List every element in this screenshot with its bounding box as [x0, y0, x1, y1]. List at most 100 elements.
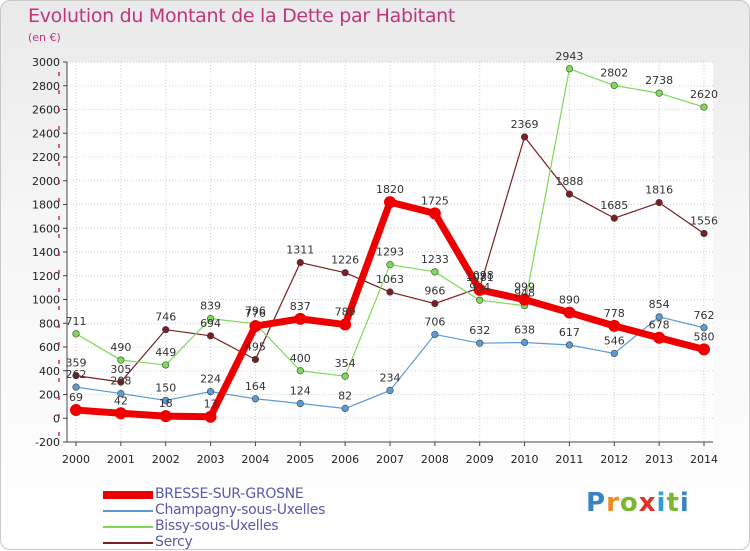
legend-label: BRESSE-SUR-GROSNE — [155, 486, 304, 502]
y-tick-label: 600 — [39, 341, 60, 354]
x-tick-label: 2006 — [331, 453, 359, 466]
y-tick-label: 400 — [39, 365, 60, 378]
y-tick-label: 2600 — [32, 104, 60, 117]
y-tick-label: 1800 — [32, 199, 60, 212]
data-point-3 — [565, 65, 574, 73]
x-tick-label: 2005 — [286, 453, 314, 466]
data-label: 124 — [290, 385, 311, 398]
data-label: 678 — [649, 319, 670, 332]
data-point-1 — [428, 207, 441, 220]
data-point-3 — [655, 89, 663, 97]
data-label: 490 — [110, 341, 131, 354]
data-point-1 — [698, 343, 710, 356]
x-tick-label: 2009 — [466, 453, 494, 466]
data-point-3 — [700, 103, 708, 111]
series-lines — [70, 65, 710, 423]
data-label: 495 — [245, 340, 266, 353]
data-point-3 — [72, 330, 80, 338]
data-point-4 — [251, 355, 260, 364]
x-tick-label: 2013 — [645, 453, 673, 466]
data-point-2 — [296, 399, 304, 408]
data-label: 1556 — [690, 214, 718, 227]
data-point-3 — [162, 361, 170, 369]
data-point-2 — [655, 313, 663, 321]
legend-label: Sercy — [155, 534, 193, 550]
data-point-2 — [700, 324, 708, 332]
data-label: 839 — [200, 300, 221, 313]
y-tick-label: 1200 — [32, 270, 60, 283]
data-point-4 — [72, 372, 80, 380]
data-point-3 — [431, 268, 439, 276]
legend-swatch — [103, 510, 153, 512]
y-tick-label: 2400 — [32, 127, 60, 140]
data-point-3 — [476, 296, 484, 304]
proxiti-logo: Proxiti — [586, 488, 690, 518]
data-point-1 — [339, 318, 352, 331]
data-point-1 — [249, 320, 262, 333]
data-label: 1063 — [376, 273, 404, 286]
data-label: 632 — [469, 324, 490, 337]
data-label: 354 — [335, 357, 356, 370]
data-label: 854 — [649, 298, 670, 311]
data-point-4 — [206, 332, 215, 340]
data-label: 1293 — [376, 246, 404, 259]
data-label: 305 — [110, 363, 131, 376]
data-label: 1098 — [466, 269, 494, 282]
data-point-1 — [608, 319, 621, 332]
data-label: 18 — [159, 397, 173, 410]
data-label: 746 — [155, 311, 176, 324]
data-point-4 — [655, 199, 663, 207]
data-label: 150 — [155, 381, 176, 394]
data-label: 449 — [155, 346, 176, 359]
data-point-1 — [159, 410, 172, 423]
x-tick-label: 2008 — [421, 453, 449, 466]
data-point-4 — [386, 288, 394, 296]
data-point-1 — [114, 407, 127, 420]
y-tick-label: 2000 — [32, 175, 60, 188]
data-point-1 — [294, 312, 307, 325]
data-label: 1816 — [645, 184, 673, 197]
data-point-2 — [386, 386, 394, 395]
data-label: 580 — [694, 330, 715, 343]
data-label: 2620 — [690, 88, 718, 101]
y-tick-label: -200 — [35, 436, 60, 449]
data-point-1 — [473, 283, 486, 296]
data-label: 1685 — [600, 199, 628, 212]
y-tick-label: 3000 — [32, 56, 60, 69]
data-label: 42 — [114, 394, 128, 407]
data-label: 69 — [69, 391, 83, 404]
data-label: 262 — [66, 368, 87, 381]
data-point-3 — [206, 315, 215, 323]
data-label: 890 — [559, 294, 580, 307]
data-label: 164 — [245, 380, 266, 393]
x-tick-label: 2003 — [197, 453, 225, 466]
x-tick-label: 2014 — [690, 453, 718, 466]
x-tick-label: 2012 — [600, 453, 628, 466]
data-label: 1081 — [466, 271, 494, 284]
data-label: 762 — [694, 309, 715, 322]
data-point-1 — [653, 331, 666, 344]
data-point-2 — [341, 404, 349, 413]
data-label: 224 — [200, 373, 221, 386]
data-point-2 — [72, 383, 80, 391]
data-label: 1226 — [331, 254, 359, 267]
data-point-3 — [341, 372, 349, 380]
y-tick-label: 2800 — [32, 80, 60, 93]
data-label: 1820 — [376, 183, 404, 196]
unit-label: (en €) — [28, 31, 61, 44]
data-label: 999 — [514, 281, 535, 294]
data-labels: 69 42 18 13 776 837 789 1820 1725 1081 999 890 778 67… — [66, 50, 719, 411]
data-label: 208 — [110, 375, 131, 388]
data-point-3 — [296, 367, 304, 375]
legend-label: Bissy-sous-Uxelles — [155, 518, 279, 534]
x-tick-label: 2004 — [241, 453, 269, 466]
x-tick-label: 2010 — [511, 453, 539, 466]
data-label: 234 — [380, 371, 401, 384]
data-point-1 — [70, 404, 82, 417]
y-tick-label: 1600 — [32, 222, 60, 235]
data-label: 82 — [338, 390, 352, 403]
data-label: 837 — [290, 300, 311, 313]
data-label: 994 — [469, 281, 490, 294]
data-label: 711 — [66, 315, 87, 328]
